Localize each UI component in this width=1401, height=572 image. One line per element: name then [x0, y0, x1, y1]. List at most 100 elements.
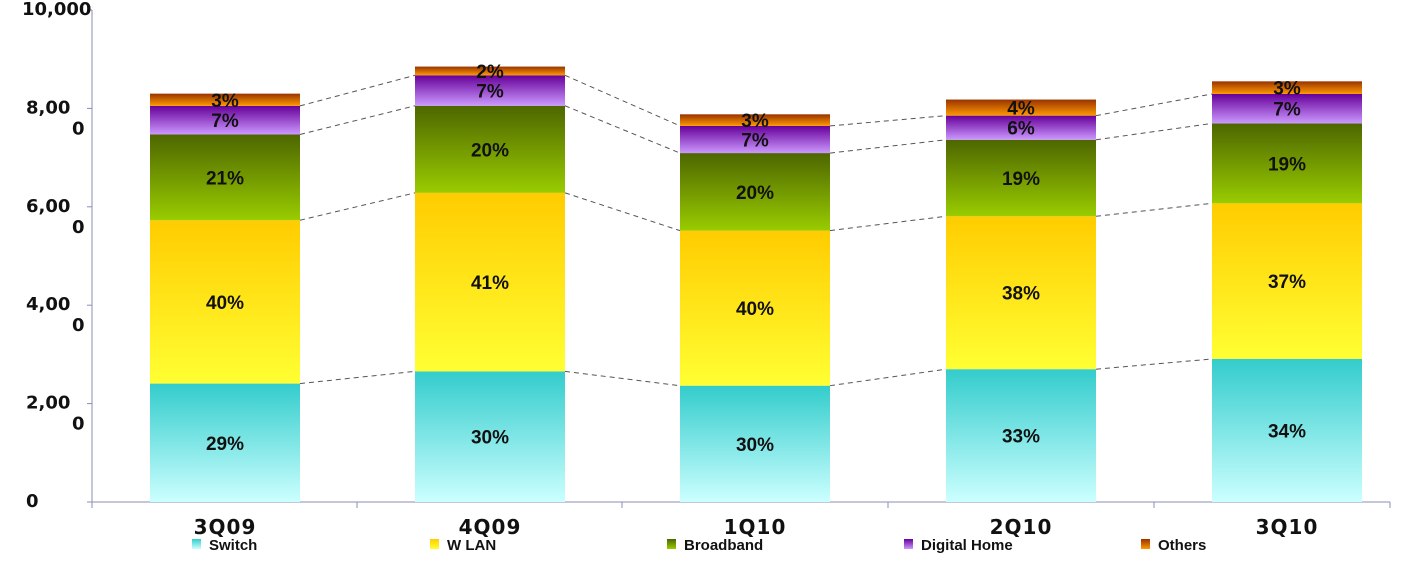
- data-label: 7%: [211, 111, 239, 132]
- bar-segment-w-lan: [680, 230, 830, 386]
- data-label: 7%: [1273, 100, 1301, 121]
- bar-segment-digital-home: [946, 115, 1096, 140]
- bar-segment-w-lan: [415, 192, 565, 372]
- bar-stack-4q09: [415, 66, 565, 502]
- connector-line: [299, 105, 416, 135]
- bar-segment-switch: [680, 385, 830, 502]
- data-label: 6%: [1007, 119, 1035, 140]
- data-label: 3%: [1273, 79, 1301, 100]
- legend: Switch W LAN Broadband Digital Home Others: [192, 537, 1206, 554]
- bar-segment-others: [680, 114, 830, 126]
- y-tick-label-line: 10,000: [22, 0, 91, 20]
- data-label: 19%: [1002, 169, 1040, 190]
- legend-label: Others: [1158, 537, 1206, 554]
- y-tick-label-line: 2,00: [26, 393, 70, 414]
- y-tick-label-line: 0: [72, 118, 85, 139]
- bar-segment-digital-home: [415, 75, 565, 106]
- connector-line: [299, 74, 416, 107]
- connector-line: [1095, 202, 1213, 217]
- legend-swatch: [904, 539, 913, 549]
- data-label: 34%: [1268, 421, 1306, 442]
- connector-line: [829, 215, 947, 232]
- bar-stack-1q10: [680, 114, 830, 502]
- bar-segment-broadband: [150, 134, 300, 221]
- legend-label: W LAN: [447, 537, 496, 554]
- y-tick-label: 6,000: [26, 196, 85, 238]
- x-tick-label: 4Q09: [459, 515, 522, 539]
- data-label: 38%: [1002, 284, 1040, 305]
- y-tick-label: 10,000: [22, 0, 91, 20]
- connector-line: [564, 370, 681, 387]
- x-tick-label: 2Q10: [990, 515, 1053, 539]
- connector-line: [829, 368, 947, 387]
- bar-segment-switch: [946, 369, 1096, 502]
- y-tick-label-line: 0: [72, 414, 85, 435]
- segment-labels: 29%40%21%7%3%30%41%20%7%2%30%40%20%7%3%3…: [206, 62, 1306, 456]
- bar-segment-digital-home: [150, 105, 300, 135]
- y-tick-label-line: 0: [26, 491, 39, 512]
- connector-line: [299, 370, 416, 385]
- data-label: 2%: [476, 62, 504, 83]
- y-tick-label: 4,000: [26, 294, 85, 336]
- connector-line: [1095, 122, 1213, 141]
- bar-segment-others: [150, 93, 300, 106]
- bar-segment-digital-home: [1212, 93, 1362, 124]
- x-tick-label: 3Q09: [194, 515, 257, 539]
- legend-swatch: [430, 539, 439, 549]
- y-tick-label-line: 6,00: [26, 196, 70, 217]
- bar-segment-switch: [1212, 358, 1362, 502]
- data-label: 20%: [471, 140, 509, 161]
- y-tick-label-line: 0: [72, 315, 85, 336]
- bar-segment-broadband: [415, 105, 565, 193]
- bar-segment-others: [1212, 81, 1362, 94]
- connector-line: [299, 192, 416, 221]
- legend-item-digital-home: Digital Home: [904, 537, 1013, 554]
- y-tick-label-line: 0: [72, 217, 85, 238]
- bar-segment-others: [415, 66, 565, 76]
- data-label: 30%: [736, 435, 774, 456]
- connector-line: [829, 139, 947, 154]
- legend-item-broadband: Broadband: [667, 537, 763, 554]
- bar-segment-broadband: [946, 139, 1096, 217]
- legend-item-switch: Switch: [192, 537, 257, 554]
- connector-line: [564, 74, 681, 127]
- legend-label: Switch: [209, 537, 257, 554]
- legend-swatch: [667, 539, 676, 549]
- data-label: 4%: [1007, 99, 1035, 120]
- bar-segment-digital-home: [680, 125, 830, 154]
- legend-item-others: Others: [1141, 537, 1206, 554]
- bar-segment-broadband: [680, 153, 830, 231]
- legend-item-w-lan: W LAN: [430, 537, 496, 554]
- x-tick-label: 1Q10: [724, 515, 787, 539]
- data-label: 37%: [1268, 272, 1306, 293]
- data-label: 7%: [741, 131, 769, 152]
- legend-swatch: [1141, 539, 1150, 549]
- data-label: 3%: [741, 111, 769, 132]
- bar-segment-w-lan: [1212, 203, 1362, 359]
- legend-label: Digital Home: [921, 537, 1013, 554]
- connector-line: [1095, 93, 1213, 117]
- bar-stacks: [150, 66, 1362, 502]
- y-tick-label-line: 4,00: [26, 294, 70, 315]
- bar-stack-3q09: [150, 93, 300, 502]
- bar-segment-w-lan: [946, 216, 1096, 370]
- y-tick-label: 0: [26, 491, 39, 512]
- data-label: 21%: [206, 168, 244, 189]
- x-tick-label: 3Q10: [1256, 515, 1319, 539]
- y-tick-label: 2,000: [26, 393, 85, 435]
- data-label: 7%: [476, 82, 504, 103]
- bar-stack-2q10: [946, 99, 1096, 502]
- data-label: 19%: [1268, 154, 1306, 175]
- bar-segment-others: [946, 99, 1096, 116]
- connector-line: [564, 192, 681, 232]
- bar-segment-w-lan: [150, 220, 300, 384]
- connector-line: [564, 105, 681, 154]
- data-label: 41%: [471, 273, 509, 294]
- legend-swatch: [192, 539, 201, 549]
- bar-segment-switch: [150, 383, 300, 502]
- bar-stack-3q10: [1212, 81, 1362, 502]
- data-label: 30%: [471, 428, 509, 449]
- data-label: 33%: [1002, 427, 1040, 448]
